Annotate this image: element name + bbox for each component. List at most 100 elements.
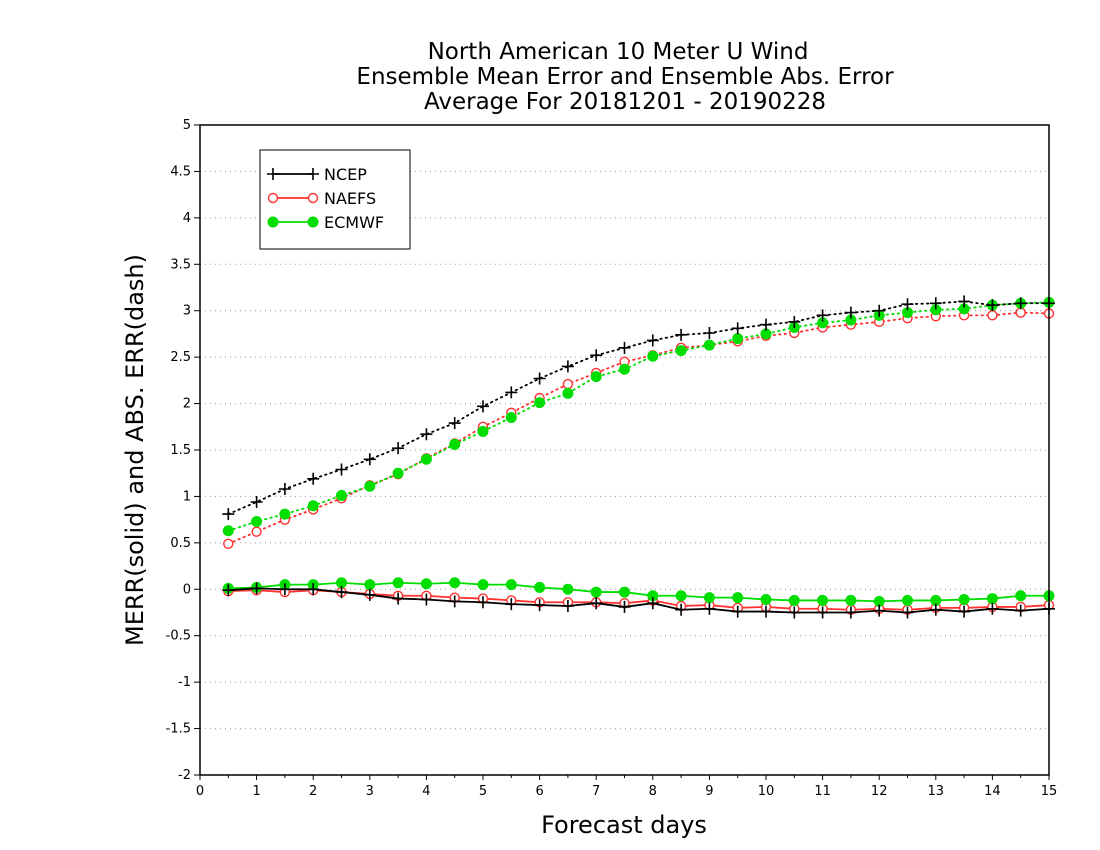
point-ecmwf-merr xyxy=(449,577,461,589)
y-tick-label: -1.5 xyxy=(166,722,191,737)
point-ecmwf-abs-err xyxy=(590,371,602,383)
point-ecmwf-merr xyxy=(477,579,489,591)
point-ncep-merr xyxy=(363,588,376,601)
point-ecmwf-abs-err xyxy=(307,500,319,512)
x-tick-label: 0 xyxy=(196,784,204,799)
point-ncep-merr xyxy=(392,592,405,605)
point-ncep-merr xyxy=(901,606,914,619)
point-ncep-merr xyxy=(816,606,829,619)
point-ecmwf-abs-err xyxy=(336,490,347,501)
point-ncep-abs-err xyxy=(590,349,603,362)
point-ncep-merr xyxy=(1014,604,1027,617)
point-ecmwf-abs-err xyxy=(251,516,263,527)
point-ncep-merr xyxy=(278,583,291,596)
series-ecmwf xyxy=(222,296,1055,607)
point-ecmwf-abs-err xyxy=(675,345,687,357)
point-ncep-abs-err xyxy=(901,298,914,311)
point-ecmwf-abs-err xyxy=(222,525,234,537)
point-ecmwf-abs-err xyxy=(534,397,546,409)
legend-box xyxy=(259,149,411,250)
point-ncep-abs-err xyxy=(561,360,574,373)
legend-item-naefs: NAEFS xyxy=(267,189,376,208)
point-ncep-merr xyxy=(986,602,999,615)
legend-marker-ecmwf xyxy=(307,216,319,228)
legend-label-naefs: NAEFS xyxy=(324,189,376,208)
point-ncep-merr xyxy=(958,605,971,618)
title-line-2: Ensemble Mean Error and Ensemble Abs. Er… xyxy=(356,64,894,90)
y-tick-label: -1 xyxy=(178,675,191,690)
point-ncep-abs-err xyxy=(307,472,320,485)
legend-marker-ncep xyxy=(307,168,319,180)
x-tick-label: 14 xyxy=(984,784,1001,799)
point-ncep-merr xyxy=(505,598,518,611)
point-ecmwf-abs-err xyxy=(449,438,461,450)
x-tick-label: 2 xyxy=(309,784,317,799)
x-tick-label: 9 xyxy=(705,784,713,799)
x-tick-label: 5 xyxy=(479,784,487,799)
point-ncep-abs-err xyxy=(675,328,688,341)
x-tick-label: 3 xyxy=(366,784,374,799)
point-ncep-abs-err xyxy=(788,315,801,328)
point-ecmwf-abs-err xyxy=(647,350,659,362)
legend-marker-naefs xyxy=(307,192,319,204)
y-tick-label: 1.5 xyxy=(170,443,191,458)
series-layer xyxy=(222,295,1055,619)
legend-item-ncep: NCEP xyxy=(267,165,367,184)
point-ncep-abs-err xyxy=(760,318,772,331)
title-line-3: Average For 20181201 - 20190228 xyxy=(424,89,826,115)
point-ecmwf-abs-err xyxy=(562,387,574,399)
point-ncep-abs-err xyxy=(731,322,744,335)
point-ecmwf-merr xyxy=(590,586,602,598)
legend-marker-naefs xyxy=(267,192,279,204)
y-tick-label: 5 xyxy=(183,118,191,133)
point-ecmwf-abs-err xyxy=(619,363,630,375)
point-ecmwf-merr xyxy=(364,579,376,591)
point-ecmwf-merr xyxy=(675,590,687,602)
point-ecmwf-merr xyxy=(420,578,432,590)
y-tick-label: 4.5 xyxy=(170,164,191,179)
point-ecmwf-merr xyxy=(958,594,970,605)
point-ncep-abs-err xyxy=(477,400,489,413)
legend-label-ecmwf: ECMWF xyxy=(324,213,384,232)
point-ecmwf-merr xyxy=(562,583,574,595)
point-ecmwf-abs-err xyxy=(703,339,715,351)
point-ncep-abs-err xyxy=(873,304,886,317)
point-ncep-merr xyxy=(561,600,574,612)
point-ncep-merr xyxy=(533,599,546,612)
point-ncep-merr xyxy=(703,602,716,615)
point-ncep-merr xyxy=(307,583,320,596)
point-ncep-abs-err xyxy=(363,453,376,466)
point-ncep-abs-err xyxy=(505,386,518,399)
point-ncep-merr xyxy=(335,586,348,599)
point-ncep-abs-err xyxy=(844,306,857,319)
point-naefs-abs-err xyxy=(223,538,234,549)
line-ncep-abs-err xyxy=(227,300,1050,515)
point-ncep-abs-err xyxy=(1014,297,1027,310)
y-tick-label: 3.5 xyxy=(170,257,191,272)
point-ecmwf-abs-err xyxy=(364,480,376,492)
x-tick-label: 1 xyxy=(252,784,260,799)
x-tick-label: 8 xyxy=(649,784,657,799)
point-ncep-merr xyxy=(222,584,235,597)
point-naefs-abs-err xyxy=(987,310,998,321)
point-ncep-merr xyxy=(760,605,772,618)
point-ncep-abs-err xyxy=(618,341,631,354)
point-ncep-merr xyxy=(477,596,489,609)
y-tick-label: -0.5 xyxy=(166,629,191,644)
x-tick-label: 10 xyxy=(758,784,775,799)
point-ncep-abs-err xyxy=(335,463,348,476)
point-ncep-abs-err xyxy=(448,417,461,430)
point-ecmwf-merr xyxy=(732,592,744,604)
point-ecmwf-merr xyxy=(1015,590,1027,602)
point-ecmwf-merr xyxy=(788,594,800,606)
point-ecmwf-merr xyxy=(902,594,913,606)
point-ncep-merr xyxy=(873,604,886,617)
point-ecmwf-merr xyxy=(392,577,404,589)
point-ecmwf-abs-err xyxy=(477,425,489,437)
chart-title: North American 10 Meter U Wind Ensemble … xyxy=(356,39,894,115)
axes: -2-1.5-1-0.500.511.522.533.544.550 1 2 3 4 5 6… xyxy=(166,118,1058,799)
point-ecmwf-merr xyxy=(817,594,829,606)
point-ncep-merr xyxy=(788,606,801,619)
y-tick-label: 3 xyxy=(183,304,191,319)
